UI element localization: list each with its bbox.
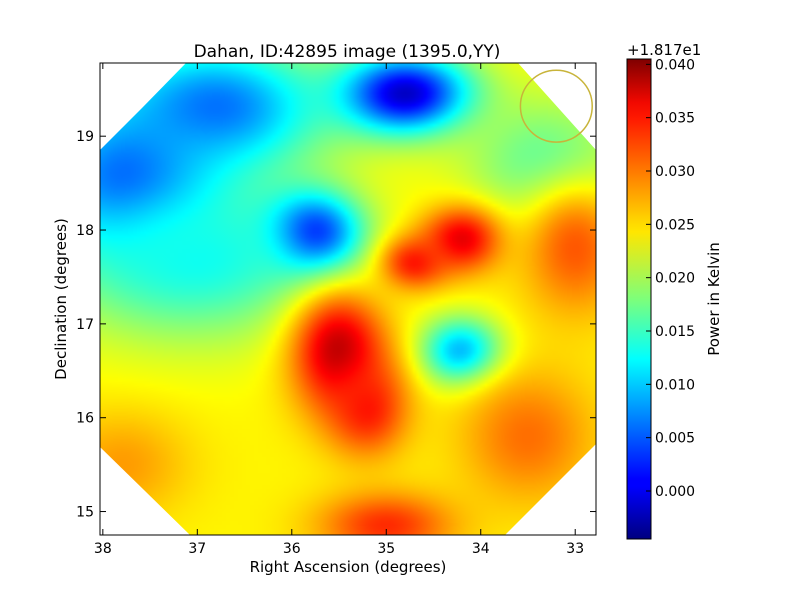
x-axis: 38 37 36 35 34 33 xyxy=(94,63,584,557)
colorbar-tick-label: 0.010 xyxy=(655,377,695,393)
colorbar-gradient xyxy=(626,58,652,540)
x-tick-label: 37 xyxy=(188,541,206,557)
x-tick-label: 36 xyxy=(283,541,301,557)
colorbar-tick-label: 0.030 xyxy=(655,164,695,180)
colorbar-tick-label: 0.015 xyxy=(655,324,695,340)
y-axis: 15 16 17 18 19 xyxy=(76,129,596,521)
chart-title: Dahan, ID:42895 image (1395.0,YY) xyxy=(194,42,501,62)
y-tick-label: 16 xyxy=(76,411,94,427)
power-heatmap-image xyxy=(100,63,596,535)
x-tick-label: 34 xyxy=(472,541,490,557)
colorbar-tick-label: 0.025 xyxy=(655,217,695,233)
beam-layer xyxy=(519,69,593,143)
colorbar-tick-label: 0.000 xyxy=(655,484,695,500)
colorbar-tick-label: 0.035 xyxy=(655,111,695,127)
colorbar-tick-label: 0.020 xyxy=(655,271,695,287)
x-tick-label: 33 xyxy=(566,541,584,557)
colorbar-offset-label: +1.817e1 xyxy=(627,41,701,59)
y-tick-label: 15 xyxy=(76,505,94,521)
x-axis-label: Right Ascension (degrees) xyxy=(250,558,447,576)
colorbar-label: Power in Kelvin xyxy=(705,242,723,356)
x-tick-label: 35 xyxy=(377,541,395,557)
plot-area xyxy=(99,62,597,536)
beam-circle xyxy=(519,69,593,143)
x-tick-label: 38 xyxy=(94,541,112,557)
colorbar-axis: 0.000 0.005 0.010 0.015 0.020 0.025 0.030 0.035… xyxy=(646,57,695,500)
y-tick-label: 19 xyxy=(76,129,94,145)
colorbar-tick-label: 0.040 xyxy=(655,57,695,73)
colorbar: 0.000 0.005 0.010 0.015 0.020 0.025 0.030 0.035… xyxy=(626,41,723,540)
plot-frame xyxy=(99,62,597,536)
y-tick-label: 17 xyxy=(76,317,94,333)
colorbar-tick-label: 0.005 xyxy=(655,431,695,447)
y-tick-label: 18 xyxy=(76,223,94,239)
y-axis-label: Declination (degrees) xyxy=(52,218,70,380)
